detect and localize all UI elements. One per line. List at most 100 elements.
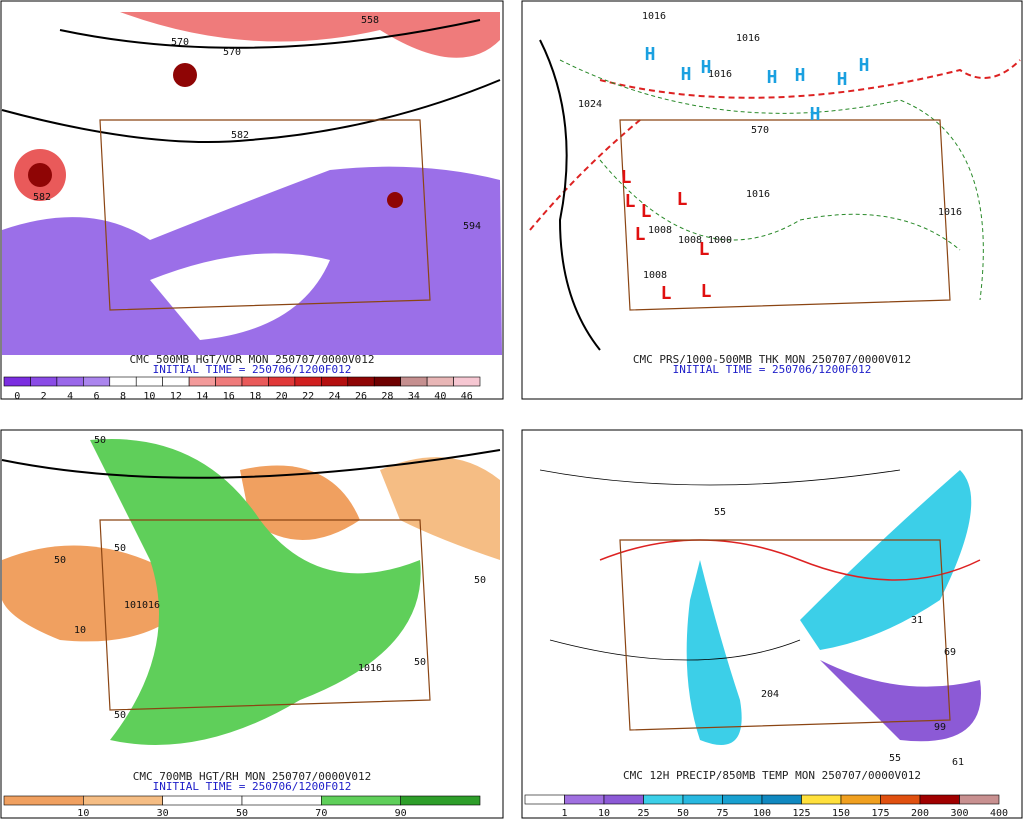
colorbar-swatch	[3, 795, 84, 806]
contour-label: 1000	[708, 235, 732, 246]
contour-label: 50	[474, 575, 486, 586]
colorbar-label: 100	[753, 808, 771, 819]
colorbar-label: 10	[77, 808, 89, 819]
contour-label: 99	[934, 722, 946, 733]
contour-label: 1008	[643, 270, 667, 281]
contour-label: 55	[889, 753, 901, 764]
contour-label: 1016	[642, 11, 666, 22]
contour-label: 1016	[358, 663, 382, 674]
contour-label: 1016	[736, 33, 760, 44]
colorbar-label: 300	[950, 808, 968, 819]
colorbar-label: 10	[143, 391, 155, 402]
colorbar-swatch	[400, 376, 428, 387]
colorbar-swatch	[880, 794, 921, 805]
colorbar-swatch	[722, 794, 763, 805]
high-marker: H	[810, 104, 821, 125]
contour-label: 50	[114, 543, 126, 554]
high-marker: H	[681, 64, 692, 85]
contour-label: 570	[171, 37, 189, 48]
colorbar-label: 90	[395, 808, 407, 819]
colorbar-swatch	[682, 794, 723, 805]
contour-label: 69	[944, 647, 956, 658]
colorbar-label: 2	[41, 391, 47, 402]
colorbar-label: 175	[871, 808, 889, 819]
initial-time: INITIAL TIME = 250706/1200F012	[673, 363, 872, 376]
low-marker: L	[621, 167, 632, 188]
map-humidity	[1, 431, 502, 771]
high-marker: H	[701, 57, 712, 78]
colorbar-swatch	[919, 794, 960, 805]
contour-label: 1016	[938, 207, 962, 218]
contour-label: 61	[952, 757, 964, 768]
colorbar-swatch	[109, 376, 137, 387]
contour-label: 570	[751, 125, 769, 136]
colorbar-label: 50	[677, 808, 689, 819]
colorbar-swatch	[373, 376, 401, 387]
colorbar-swatch	[426, 376, 454, 387]
colorbar-label: 25	[637, 808, 649, 819]
colorbar-label: 4	[67, 391, 73, 402]
colorbar-swatch	[30, 376, 58, 387]
colorbar-label: 50	[236, 808, 248, 819]
colorbar-label: 200	[911, 808, 929, 819]
colorbar-swatch	[840, 794, 881, 805]
colorbar-label: 75	[716, 808, 728, 819]
low-marker: L	[641, 201, 652, 222]
high-marker: H	[645, 44, 656, 65]
colorbar-swatch	[400, 795, 481, 806]
colorbar-label: 150	[832, 808, 850, 819]
contour-label: 570	[223, 47, 241, 58]
contour-label: 1008	[678, 235, 702, 246]
colorbar-swatch	[564, 794, 605, 805]
caption: CMC 12H PRECIP/850MB TEMP MON 250707/000…	[623, 769, 921, 782]
colorbar-swatch	[801, 794, 842, 805]
colorbar-label: 26	[355, 391, 367, 402]
colorbar-swatch	[162, 795, 243, 806]
colorbar-swatch	[524, 794, 565, 805]
colorbar-label: 22	[302, 391, 314, 402]
contour-label: 1016	[136, 600, 160, 611]
contour-label: 10	[74, 625, 86, 636]
contour-label: 1024	[578, 99, 602, 110]
caption: CMC PRS/1000-500MB THK MON 250707/0000V0…	[633, 353, 911, 366]
contour-label: 582	[33, 192, 51, 203]
colorbar-swatch	[241, 376, 269, 387]
contour-label: 50	[114, 710, 126, 721]
high-marker: H	[795, 65, 806, 86]
colorbar-swatch	[162, 376, 190, 387]
initial-time: INITIAL TIME = 250706/1200F012	[153, 363, 352, 376]
colorbar-label: 6	[94, 391, 100, 402]
low-marker: L	[699, 239, 710, 260]
high-marker: H	[837, 69, 848, 90]
colorbar-swatch	[241, 795, 322, 806]
contour-label: 1016	[746, 189, 770, 200]
colorbar-swatch	[347, 376, 375, 387]
high-marker: H	[767, 67, 778, 88]
colorbar-swatch	[3, 376, 31, 387]
contour-label: 50	[94, 435, 106, 446]
colorbar-swatch	[603, 794, 644, 805]
colorbar-swatch	[959, 794, 1000, 805]
contour-label: 558	[361, 15, 379, 26]
map-vorticity	[1, 12, 502, 355]
contour-label: 582	[231, 130, 249, 141]
colorbar-swatch	[188, 376, 216, 387]
colorbar-swatch	[453, 376, 481, 387]
colorbar-swatch	[761, 794, 802, 805]
colorbar-swatch	[83, 795, 163, 806]
colorbar-label: 1	[561, 808, 567, 819]
colorbar-label: 46	[461, 391, 473, 402]
colorbar-swatch	[56, 376, 84, 387]
contour-label: 50	[54, 555, 66, 566]
contour-label: 31	[911, 615, 923, 626]
contour-label: 10	[124, 600, 136, 611]
low-marker: L	[677, 189, 688, 210]
contour-label: 1008	[648, 225, 672, 236]
colorbar-swatch	[268, 376, 296, 387]
colorbar-label: 40	[434, 391, 446, 402]
caption: CMC 500MB HGT/VOR MON 250707/0000V012	[129, 353, 374, 366]
contour-label: 50	[414, 657, 426, 668]
